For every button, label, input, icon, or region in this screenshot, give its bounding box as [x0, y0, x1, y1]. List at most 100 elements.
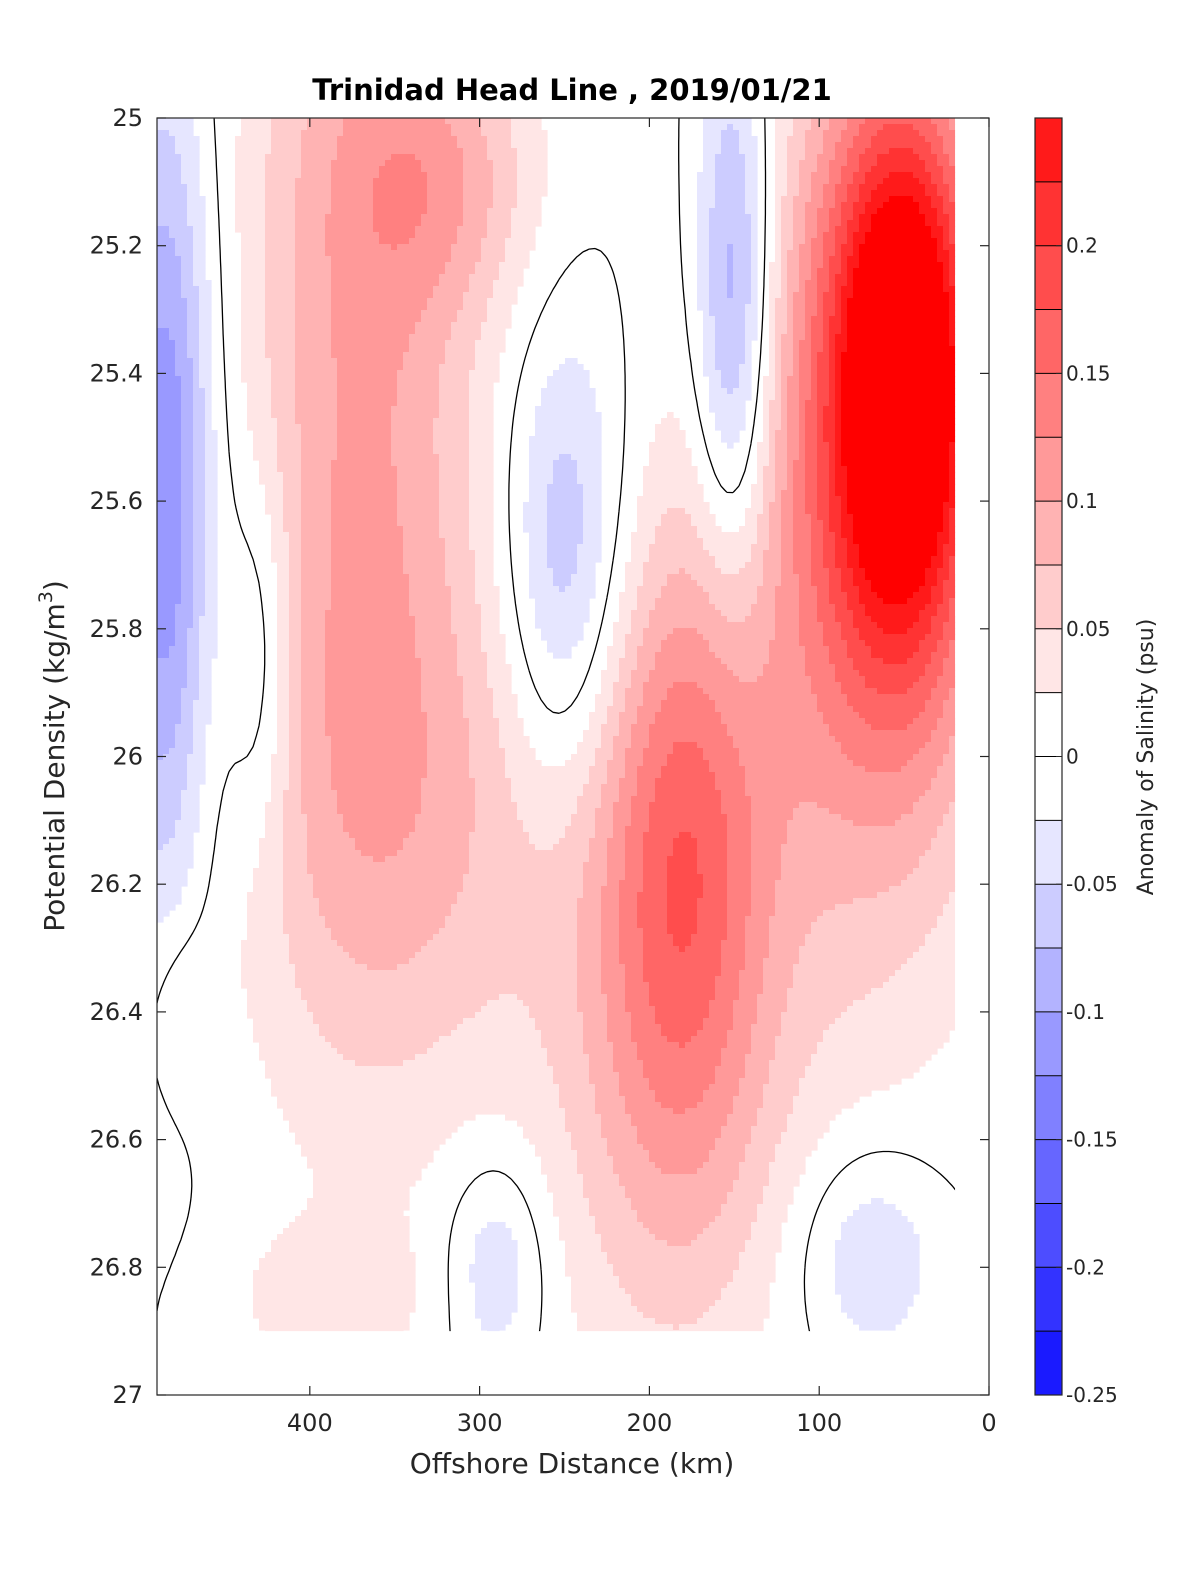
field-cell	[451, 322, 482, 329]
field-cell	[667, 880, 704, 887]
field-cell	[955, 466, 956, 473]
field-cell	[745, 154, 758, 161]
field-cell	[775, 898, 854, 905]
field-cell	[715, 322, 746, 329]
field-cell	[577, 556, 602, 563]
field-cell	[787, 382, 800, 389]
field-cell	[181, 178, 200, 185]
field-cell	[697, 532, 758, 539]
field-cell	[775, 388, 782, 395]
field-cell	[547, 526, 584, 533]
field-cell	[331, 772, 428, 779]
field-cell	[625, 760, 644, 767]
field-cell	[505, 748, 536, 755]
field-cell	[847, 334, 950, 341]
field-cell	[265, 202, 296, 209]
field-cell	[943, 148, 956, 155]
field-cell	[811, 376, 818, 383]
field-cell	[721, 790, 746, 797]
field-cell	[445, 352, 476, 359]
field-cell	[487, 142, 512, 149]
field-cell	[943, 520, 950, 527]
field-cell	[655, 598, 710, 605]
field-cell	[577, 910, 602, 917]
field-cell	[505, 754, 536, 761]
field-cell	[727, 268, 734, 275]
field-cell	[517, 994, 578, 1001]
field-cell	[823, 130, 842, 137]
field-cell	[943, 286, 956, 293]
field-cell	[391, 436, 434, 443]
field-cell	[841, 496, 848, 503]
field-cell	[625, 838, 644, 845]
field-cell	[763, 580, 782, 587]
field-cell	[205, 574, 218, 581]
field-cell	[169, 232, 194, 239]
field-cell	[295, 232, 326, 239]
field-cell	[877, 688, 908, 695]
field-cell	[577, 946, 602, 953]
field-cell	[943, 280, 950, 287]
field-cell	[757, 1018, 782, 1025]
field-cell	[199, 628, 218, 635]
field-cell	[835, 406, 842, 413]
field-cell	[853, 274, 944, 281]
field-cell	[481, 244, 506, 251]
field-cell	[289, 544, 302, 551]
field-cell	[181, 538, 194, 545]
field-cell	[955, 496, 956, 503]
field-cell	[733, 280, 752, 287]
field-cell	[817, 292, 824, 299]
field-cell	[775, 190, 788, 197]
field-cell	[805, 304, 818, 311]
field-cell	[337, 394, 398, 401]
field-cell	[889, 148, 914, 155]
field-cell	[781, 400, 788, 407]
field-cell	[157, 430, 182, 437]
field-cell	[181, 580, 194, 587]
field-cell	[769, 310, 776, 317]
field-cell	[697, 256, 710, 263]
field-cell	[697, 628, 776, 635]
field-cell	[181, 562, 194, 569]
field-cell	[295, 394, 338, 401]
field-cell	[181, 598, 194, 605]
field-cell	[811, 388, 818, 395]
field-cell	[451, 622, 482, 629]
field-cell	[559, 1084, 596, 1091]
field-cell	[475, 778, 512, 785]
field-cell	[523, 820, 572, 827]
field-cell	[157, 808, 182, 815]
field-cell	[745, 946, 770, 953]
field-cell	[637, 1138, 716, 1145]
field-cell	[619, 934, 644, 941]
field-cell	[265, 274, 296, 281]
field-cell	[619, 592, 638, 599]
field-cell	[685, 568, 722, 575]
field-cell	[589, 1072, 620, 1079]
field-cell	[955, 784, 956, 791]
field-cell	[649, 460, 692, 467]
field-cell	[481, 118, 512, 125]
field-cell	[295, 334, 332, 341]
field-cell	[271, 382, 296, 389]
field-cell	[157, 424, 182, 431]
field-cell	[511, 226, 536, 233]
field-cell	[541, 1036, 584, 1043]
field-cell	[283, 892, 314, 899]
field-cell	[721, 370, 740, 377]
field-cell	[205, 502, 218, 509]
field-cell	[949, 568, 956, 575]
field-cell	[775, 910, 824, 917]
field-cell	[457, 238, 482, 245]
field-cell	[805, 328, 812, 335]
field-cell	[793, 472, 806, 479]
field-cell	[931, 730, 956, 737]
field-cell	[289, 622, 302, 629]
field-cell	[205, 598, 218, 605]
field-cell	[937, 604, 950, 611]
field-cell	[745, 1156, 776, 1163]
field-cell	[271, 514, 284, 521]
field-cell	[853, 898, 950, 905]
field-cell	[709, 760, 740, 767]
